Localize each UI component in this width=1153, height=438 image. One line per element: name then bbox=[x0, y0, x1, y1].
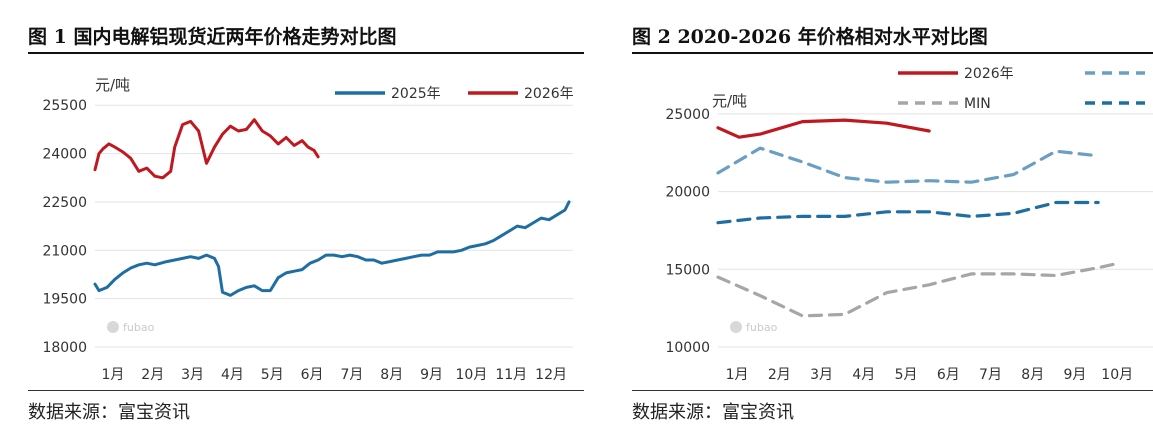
x-tick-label: 2月 bbox=[141, 367, 164, 383]
watermark-logo: fubao bbox=[107, 321, 155, 334]
legend-label: 2025年 bbox=[391, 86, 441, 102]
y-tick-label: 21000 bbox=[42, 243, 87, 259]
x-tick-label: 6月 bbox=[937, 367, 960, 383]
series-line-2025年 bbox=[93, 200, 571, 297]
watermark-logo: fubao bbox=[730, 321, 778, 334]
x-tick-label: 1月 bbox=[726, 367, 749, 383]
source-rule-2 bbox=[632, 390, 1153, 391]
line-chart-2: 10000 15000 20000 25000 1月 2月 3月 4月 5月 6月 7月 8月 9月 10… bbox=[665, 66, 1153, 383]
x-tick-label: 2月 bbox=[768, 367, 791, 383]
y-axis-unit: 元/吨 bbox=[95, 76, 130, 94]
svg-text:fubao: fubao bbox=[746, 321, 778, 334]
chart-panel-2: 图 2 2020-2026 年价格相对水平对比图 10000 15000 20000… bbox=[620, 0, 1153, 438]
x-tick-label: 7月 bbox=[979, 367, 1002, 383]
chart-panel-1: 图 1 国内电解铝现货近两年价格走势对比图 18000 19500 21000 225… bbox=[28, 26, 584, 423]
legend-label: 2026年 bbox=[964, 66, 1014, 82]
data-source-2: 数据来源：富宝资讯 bbox=[632, 402, 794, 423]
title-rule-2 bbox=[632, 52, 1153, 54]
series-line-2026年 bbox=[716, 118, 931, 139]
svg-text:fubao: fubao bbox=[123, 321, 155, 334]
legend-label: 2026年 bbox=[524, 86, 574, 102]
legend-label: MIN bbox=[964, 96, 991, 112]
x-tick-label: 4月 bbox=[852, 367, 875, 383]
chart-title-2: 图 2 2020-2026 年价格相对水平对比图 bbox=[632, 26, 988, 48]
x-tick-label: 3月 bbox=[181, 367, 204, 383]
title-rule-1 bbox=[28, 52, 584, 54]
y-tick-label: 20000 bbox=[665, 185, 710, 201]
x-tick-label: 9月 bbox=[420, 367, 443, 383]
y-tick-label: 10000 bbox=[665, 340, 710, 356]
y-tick-label: 25000 bbox=[665, 107, 710, 123]
x-tick-label: 12月 bbox=[535, 367, 567, 383]
x-tick-label: 8月 bbox=[380, 367, 403, 383]
y-tick-label: 22500 bbox=[42, 195, 87, 211]
series-line-2026年 bbox=[93, 118, 320, 180]
x-tick-label: 11月 bbox=[495, 367, 527, 383]
x-tick-label: 6月 bbox=[301, 367, 324, 383]
y-tick-label: 15000 bbox=[665, 262, 710, 278]
y-tick-label: 18000 bbox=[42, 340, 87, 356]
x-tick-label: 10月 bbox=[1101, 367, 1133, 383]
x-tick-label: 1月 bbox=[101, 367, 124, 383]
y-tick-label: 25500 bbox=[42, 98, 87, 114]
data-source-1: 数据来源：富宝资讯 bbox=[28, 402, 190, 423]
y-axis-unit: 元/吨 bbox=[712, 92, 747, 110]
x-tick-label: 5月 bbox=[895, 367, 918, 383]
series-line-series-1 bbox=[716, 146, 1100, 184]
series-line-series-2 bbox=[716, 200, 1100, 225]
x-tick-label: 7月 bbox=[340, 367, 363, 383]
x-tick-label: 3月 bbox=[810, 367, 833, 383]
series-line-MIN bbox=[716, 261, 1121, 318]
source-rule-1 bbox=[28, 390, 584, 391]
chart-title-1: 图 1 国内电解铝现货近两年价格走势对比图 bbox=[28, 26, 397, 48]
y-tick-label: 24000 bbox=[42, 147, 87, 163]
x-tick-label: 8月 bbox=[1021, 367, 1044, 383]
x-tick-label: 10月 bbox=[456, 367, 488, 383]
x-tick-label: 5月 bbox=[261, 367, 284, 383]
line-chart-1: 18000 19500 21000 22500 24000 25500 1月 2月 3月 4月 5月… bbox=[42, 76, 574, 383]
x-tick-label: 9月 bbox=[1064, 367, 1087, 383]
y-tick-label: 19500 bbox=[42, 292, 87, 308]
x-tick-label: 4月 bbox=[221, 367, 244, 383]
